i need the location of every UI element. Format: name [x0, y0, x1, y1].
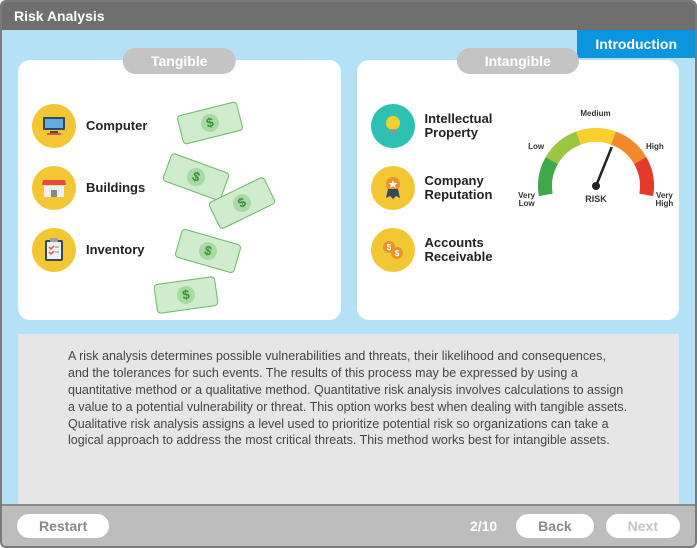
page-total: 10 — [482, 518, 498, 534]
page-indicator: 2/10 — [470, 518, 497, 534]
next-button[interactable]: Next — [605, 513, 681, 539]
money-bill-icon — [154, 276, 220, 314]
computer-icon — [32, 104, 76, 148]
list-item-label: Company Reputation — [425, 174, 515, 203]
card-tab-tangible-label: Tangible — [151, 53, 208, 69]
list-item-label: Inventory — [86, 243, 145, 257]
ribbon-icon — [371, 166, 415, 210]
window-titlebar: Risk Analysis — [2, 2, 695, 30]
money-bill-icon — [174, 228, 242, 274]
svg-text:$: $ — [394, 249, 399, 258]
gauge-level-label: Very Low — [511, 192, 543, 208]
stage: Introduction Tangible Computer — [2, 30, 695, 504]
page-current: 2 — [470, 518, 478, 534]
list-item: Intellectual Property — [371, 104, 515, 148]
risk-gauge: RISKVery LowLowMediumHighVery High — [521, 104, 671, 290]
gauge-level-label: Medium — [580, 110, 612, 118]
section-tab-label: Introduction — [595, 36, 677, 52]
money-graphic — [153, 104, 326, 290]
svg-text:$: $ — [386, 243, 391, 252]
svg-text:RISK: RISK — [585, 194, 607, 204]
gauge-level-label: High — [639, 143, 671, 151]
tangible-list: Computer Buildings Invento — [32, 104, 147, 290]
list-item: $$ Accounts Receivable — [371, 228, 515, 272]
intangible-list: Intellectual Property Company Reputation… — [371, 104, 515, 290]
list-item: Computer — [32, 104, 147, 148]
restart-button[interactable]: Restart — [16, 513, 110, 539]
section-tab: Introduction — [577, 30, 695, 58]
clipboard-icon — [32, 228, 76, 272]
list-item-label: Accounts Receivable — [425, 236, 515, 265]
app-frame: Risk Analysis Introduction Tangible — [0, 0, 697, 548]
restart-label: Restart — [39, 518, 87, 534]
list-item-label: Buildings — [86, 181, 145, 195]
gauge-level-label: Very High — [648, 192, 680, 208]
card-tangible: Tangible Computer — [18, 60, 341, 320]
list-item: Company Reputation — [371, 166, 515, 210]
list-item-label: Computer — [86, 119, 147, 133]
list-item-label: Intellectual Property — [425, 112, 515, 141]
list-item: Inventory — [32, 228, 147, 272]
card-intangible: Intangible Intellectual Property — [357, 60, 680, 320]
card-tab-tangible: Tangible — [123, 48, 236, 74]
storefront-icon — [32, 166, 76, 210]
card-tab-intangible: Intangible — [457, 48, 579, 74]
back-button[interactable]: Back — [515, 513, 594, 539]
card-tab-intangible-label: Intangible — [485, 53, 551, 69]
gauge-level-label: Low — [520, 143, 552, 151]
money-bill-icon — [162, 152, 231, 201]
next-label: Next — [628, 518, 658, 534]
bulb-icon — [371, 104, 415, 148]
explainer-text: A risk analysis determines possible vuln… — [68, 349, 627, 447]
list-item: Buildings — [32, 166, 147, 210]
window-title: Risk Analysis — [14, 8, 105, 24]
cards-row: Tangible Computer — [18, 60, 679, 320]
footer-bar: Restart 2/10 Back Next — [2, 504, 695, 546]
explainer-paragraph: A risk analysis determines possible vuln… — [18, 334, 679, 504]
back-label: Back — [538, 518, 571, 534]
coins-icon: $$ — [371, 228, 415, 272]
money-bill-icon — [177, 101, 244, 145]
